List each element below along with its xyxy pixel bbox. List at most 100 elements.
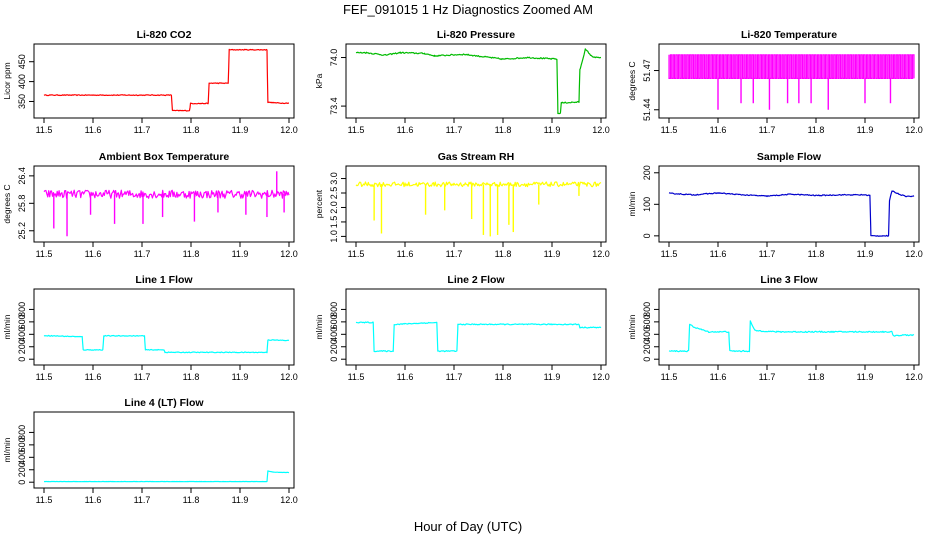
x-tick-label: 11.8 — [495, 125, 512, 135]
figure-title: FEF_091015 1 Hz Diagnostics Zoomed AM — [343, 2, 593, 17]
y-tick-label: 450 — [17, 54, 27, 69]
x-tick-label: 12.0 — [280, 372, 298, 382]
panel-title: Line 4 (LT) Flow — [124, 397, 204, 409]
x-tick-label: 11.5 — [661, 125, 678, 135]
y-tick-label: 3.0 — [329, 172, 339, 185]
series-line — [43, 189, 290, 199]
x-tick-label: 11.9 — [544, 372, 561, 382]
panel-3: Ambient Box Temperature degrees C 11.5 11.6… — [2, 151, 298, 259]
panel-frame — [345, 43, 607, 119]
x-tick-label: 12.0 — [592, 125, 610, 135]
x-tick-label: 11.9 — [544, 125, 561, 135]
x-tick-label: 11.6 — [710, 372, 727, 382]
panel-0: Li-820 CO2 Licor ppm 11.5 11.6 11.7 11.8 11.9 1… — [2, 29, 298, 135]
y-tick-label: 25.2 — [17, 222, 27, 240]
x-tick-label: 11.9 — [857, 125, 874, 135]
x-tick-label: 11.7 — [134, 372, 151, 382]
panel-frame — [33, 165, 295, 243]
panel-y-axis-label: degrees C — [627, 61, 637, 100]
x-tick-label: 12.0 — [280, 249, 298, 259]
y-tick-label: 25.8 — [17, 195, 27, 213]
x-tick-label: 11.9 — [232, 495, 249, 505]
panel-title: Line 2 Flow — [447, 274, 505, 286]
y-tick-label: 74.0 — [329, 49, 339, 67]
panel-6: Line 1 Flow ml/min 11.5 11.6 11.7 11.8 11.9 12.… — [2, 274, 298, 382]
series-line — [355, 48, 602, 115]
panel-y-axis-label: percent — [314, 189, 324, 218]
panel-y-axis-label: ml/min — [2, 314, 12, 339]
panel-frame — [345, 165, 607, 243]
x-tick-label: 11.6 — [85, 249, 102, 259]
x-tick-label: 11.8 — [183, 495, 200, 505]
x-tick-label: 11.6 — [397, 372, 414, 382]
y-tick-label: 400 — [17, 327, 27, 342]
panel-7: Line 2 Flow ml/min 11.5 11.6 11.7 11.8 11.9 12.… — [314, 274, 610, 382]
y-tick-label: 800 — [642, 302, 652, 317]
x-tick-label: 11.7 — [446, 249, 463, 259]
panel-5: Sample Flow ml/min 11.5 11.6 11.7 11.8 11.9 12.… — [627, 151, 923, 259]
series-line — [43, 470, 290, 483]
x-tick-label: 11.9 — [857, 372, 874, 382]
x-tick-label: 11.7 — [446, 125, 463, 135]
y-tick-label: 200 — [329, 339, 339, 354]
panel-frame — [658, 43, 920, 119]
x-tick-label: 11.6 — [710, 249, 727, 259]
x-tick-label: 11.5 — [36, 372, 53, 382]
x-tick-label: 11.6 — [85, 495, 102, 505]
x-tick-label: 11.9 — [857, 249, 874, 259]
panel-9: Line 4 (LT) Flow ml/min 11.5 11.6 11.7 11.8 11… — [2, 397, 298, 505]
figure-x-axis-title: Hour of Day (UTC) — [414, 519, 522, 534]
y-tick-label: 350 — [17, 94, 27, 109]
x-tick-label: 11.8 — [495, 249, 512, 259]
x-tick-label: 11.6 — [710, 125, 727, 135]
panel-frame — [33, 288, 295, 366]
x-tick-label: 11.6 — [85, 372, 102, 382]
y-tick-label: 800 — [329, 302, 339, 317]
panel-frame — [33, 411, 295, 489]
x-tick-label: 11.7 — [134, 249, 151, 259]
panel-title: Gas Stream RH — [438, 151, 514, 163]
x-tick-label: 11.5 — [661, 372, 678, 382]
x-tick-label: 11.8 — [808, 249, 825, 259]
x-tick-label: 12.0 — [592, 372, 610, 382]
y-tick-label: 1.0 — [329, 230, 339, 243]
x-tick-label: 11.6 — [85, 125, 102, 135]
panel-title: Li-820 Pressure — [437, 29, 515, 41]
y-tick-label: 51.47 — [642, 59, 652, 82]
panel-8: Line 3 Flow ml/min 11.5 11.6 11.7 11.8 11.9 12.… — [627, 274, 923, 382]
x-tick-label: 11.7 — [759, 249, 776, 259]
x-tick-label: 11.8 — [183, 372, 200, 382]
y-tick-label: 1.5 — [329, 216, 339, 229]
panel-4: Gas Stream RH percent 11.5 11.6 11.7 11.8 11.9… — [314, 151, 610, 259]
panel-title: Line 1 Flow — [135, 274, 193, 286]
x-tick-label: 11.9 — [232, 125, 249, 135]
y-tick-label: 600 — [17, 437, 27, 452]
x-tick-label: 11.5 — [348, 372, 365, 382]
panels-group: Li-820 CO2 Licor ppm 11.5 11.6 11.7 11.8 11.9 1… — [2, 29, 923, 505]
x-tick-label: 12.0 — [592, 249, 610, 259]
y-tick-label: 0 — [17, 480, 27, 485]
panel-y-axis-label: degrees C — [2, 184, 12, 223]
panel-y-axis-label: ml/min — [2, 437, 12, 462]
panel-y-axis-label: Licor ppm — [2, 62, 12, 99]
y-tick-label: 2.5 — [329, 187, 339, 200]
x-tick-label: 11.5 — [661, 249, 678, 259]
y-tick-label: 51.44 — [642, 99, 652, 122]
panel-y-axis-label: ml/min — [627, 191, 637, 216]
x-tick-label: 11.7 — [759, 125, 776, 135]
panel-title: Ambient Box Temperature — [99, 151, 230, 163]
series-line — [43, 48, 289, 112]
x-tick-label: 11.7 — [134, 125, 151, 135]
series-line — [355, 321, 602, 353]
x-tick-label: 12.0 — [905, 249, 923, 259]
series-line — [668, 320, 915, 353]
panel-frame — [33, 43, 295, 119]
y-tick-label: 26.4 — [17, 167, 27, 185]
panel-frame — [345, 288, 607, 366]
x-tick-label: 12.0 — [905, 372, 923, 382]
y-tick-label: 400 — [642, 327, 652, 342]
panel-title: Li-820 CO2 — [137, 29, 192, 41]
y-tick-label: 800 — [17, 302, 27, 317]
panel-1: Li-820 Pressure kPa 11.5 11.6 11.7 11.8 11.9 12… — [314, 29, 610, 135]
